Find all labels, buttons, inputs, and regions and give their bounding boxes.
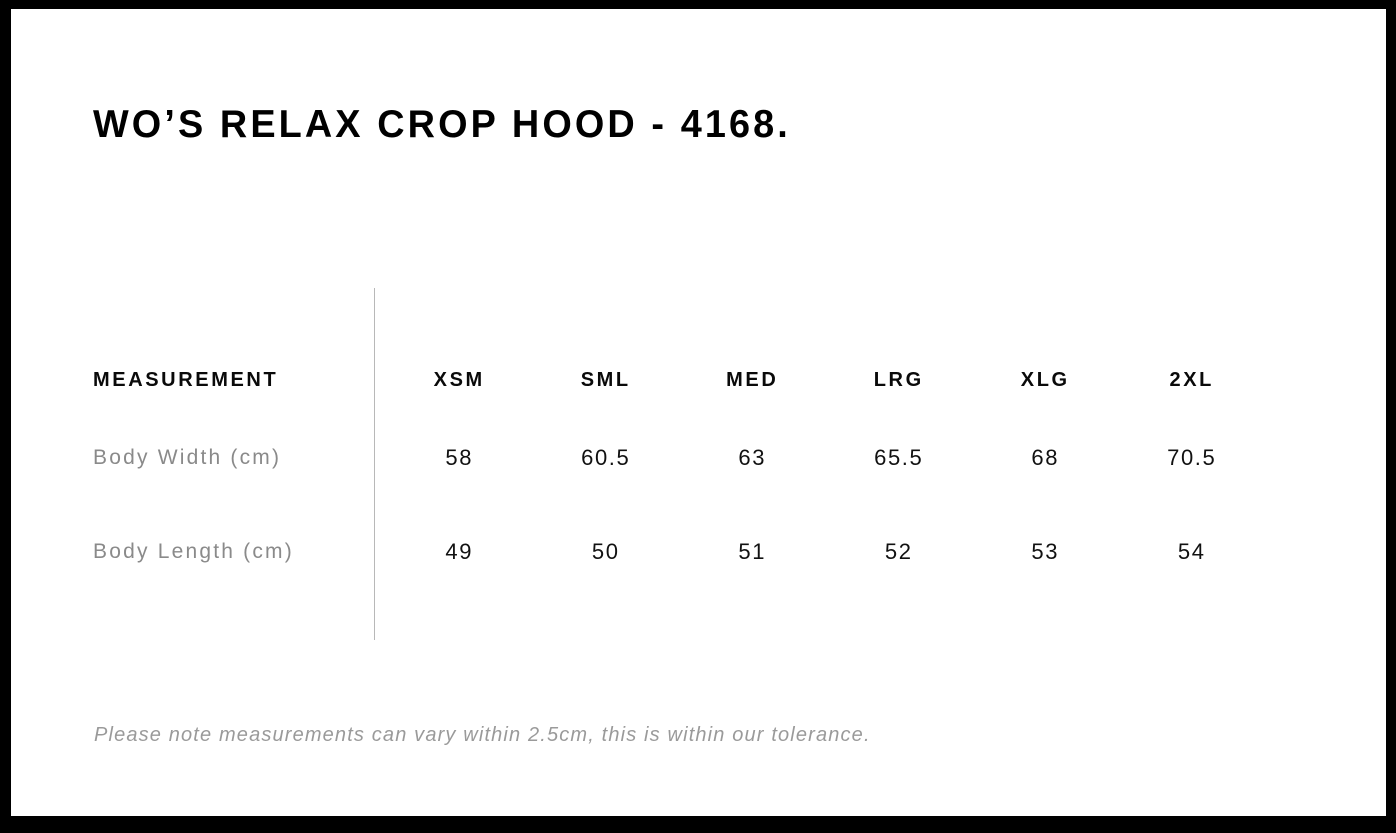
- cell-body-length-2xl: 54: [1177, 539, 1206, 564]
- column-header-2xl: 2XL: [1169, 368, 1214, 391]
- row-label-body-width: Body Width (cm): [93, 446, 282, 469]
- cell-body-length-sml: 50: [591, 539, 620, 564]
- column-header-lrg: LRG: [873, 368, 924, 391]
- column-header-xlg: XLG: [1020, 368, 1070, 391]
- column-header-sml: SML: [580, 368, 631, 391]
- cell-body-length-xlg: 53: [1031, 539, 1060, 564]
- column-divider: [374, 288, 375, 640]
- size-measurement-table: MEASUREMENT XSM SML MED LRG XLG 2XL Body…: [93, 349, 1265, 599]
- column-header-xsm: XSM: [433, 368, 485, 391]
- table-row: Body Length (cm) 49 50 51 52 53 54: [93, 505, 1265, 599]
- cell-body-width-med: 63: [738, 445, 767, 470]
- cell-body-length-lrg: 52: [884, 539, 913, 564]
- column-header-measurement: MEASUREMENT: [93, 368, 279, 391]
- table-body: Body Width (cm) 58 60.5 63 65.5 68 70.5 …: [93, 411, 1265, 599]
- page-title: WO’S RELAX CROP HOOD - 4168.: [93, 103, 791, 146]
- cell-body-width-sml: 60.5: [581, 445, 631, 470]
- cell-body-length-xsm: 49: [445, 539, 474, 564]
- tolerance-note: Please note measurements can vary within…: [94, 724, 871, 746]
- row-label-body-length: Body Length (cm): [93, 540, 294, 563]
- column-header-med: MED: [726, 368, 779, 391]
- cell-body-width-lrg: 65.5: [874, 445, 924, 470]
- table-header: MEASUREMENT XSM SML MED LRG XLG 2XL: [93, 349, 1265, 411]
- size-chart-content: WO’S RELAX CROP HOOD - 4168. MEASUREMENT…: [11, 9, 1386, 816]
- cell-body-width-2xl: 70.5: [1167, 445, 1217, 470]
- cell-body-length-med: 51: [738, 539, 767, 564]
- table-header-row: MEASUREMENT XSM SML MED LRG XLG 2XL: [93, 349, 1265, 411]
- table-row: Body Width (cm) 58 60.5 63 65.5 68 70.5: [93, 411, 1265, 505]
- cell-body-width-xsm: 58: [445, 445, 474, 470]
- cell-body-width-xlg: 68: [1031, 445, 1060, 470]
